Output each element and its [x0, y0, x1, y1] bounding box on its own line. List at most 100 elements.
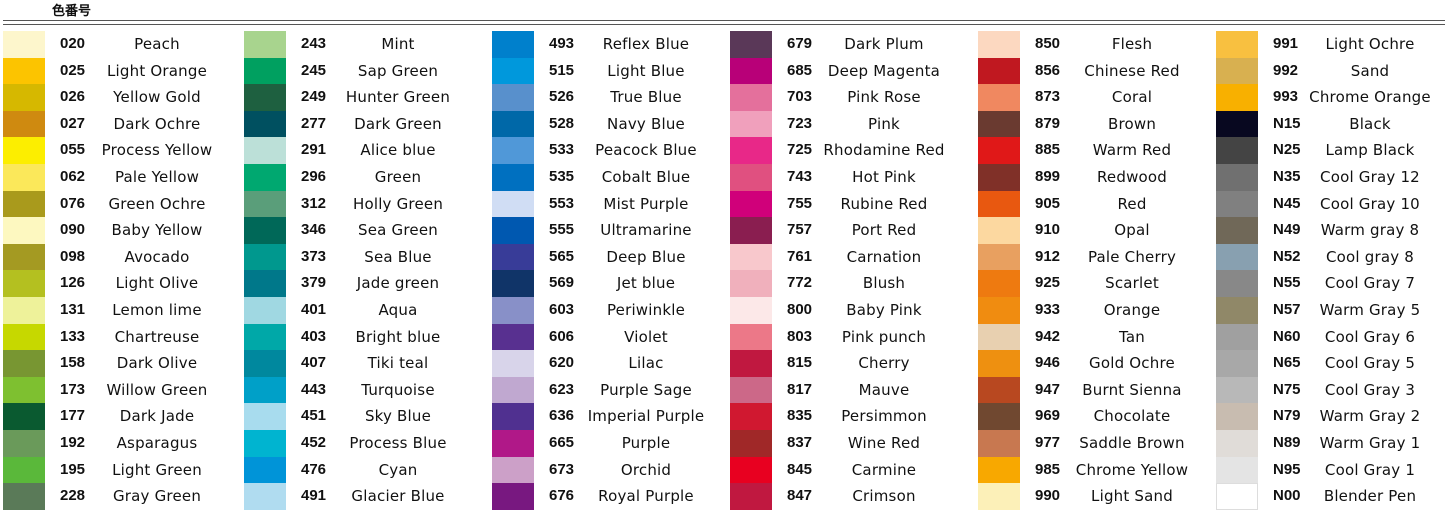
color-name: Orange — [1103, 300, 1161, 319]
color-name: Glacier Blue — [351, 487, 445, 506]
color-swatch — [730, 110, 772, 138]
color-row: N45 Cool Gray 10 — [1213, 190, 1445, 218]
color-code: 312 — [301, 194, 327, 212]
color-name: Peach — [134, 35, 180, 53]
color-row: 723 Pink — [727, 110, 968, 138]
color-row: N49 Warm gray 8 — [1213, 217, 1445, 244]
color-name: Pink Rose — [847, 88, 921, 107]
color-code: 515 — [549, 61, 575, 79]
color-name: Light Orange — [106, 61, 208, 80]
color-row: 942 Tan — [975, 323, 1216, 351]
color-code: 443 — [301, 380, 327, 398]
color-row: 743 Hot Pink — [727, 163, 968, 191]
color-swatch — [244, 296, 286, 324]
color-swatch — [3, 57, 45, 85]
color-code: N65 — [1273, 354, 1301, 372]
color-code: 126 — [60, 274, 86, 292]
color-swatch — [244, 57, 286, 85]
color-swatch — [978, 84, 1020, 111]
color-row: 277 Dark Green — [241, 110, 482, 138]
color-name: Dark Olive — [116, 354, 198, 373]
color-row: 815 Cherry — [727, 350, 968, 377]
color-name: Blush — [862, 274, 906, 293]
color-row: 910 Opal — [975, 217, 1216, 244]
color-row: 993 Chrome Orange — [1213, 84, 1445, 111]
color-row: 555 Ultramarine — [489, 217, 730, 244]
color-swatch — [978, 296, 1020, 324]
color-row: 899 Redwood — [975, 163, 1216, 191]
color-name: Jade green — [356, 274, 440, 293]
color-column: 991 Light Ochre 992 Sand 993 Chrome Orange N15… — [1213, 31, 1445, 510]
color-row: 373 Sea Blue — [241, 243, 482, 271]
color-code: 491 — [301, 487, 327, 505]
color-swatch — [3, 483, 45, 510]
color-swatch — [244, 403, 286, 430]
color-row: 126 Light Olive — [0, 270, 241, 297]
color-code: 553 — [549, 194, 575, 212]
color-name: Flesh — [1111, 35, 1153, 53]
color-swatch — [978, 323, 1020, 351]
color-row: N65 Cool Gray 5 — [1213, 350, 1445, 377]
color-row: 933 Orange — [975, 296, 1216, 324]
header-divider — [3, 20, 1445, 25]
color-name: Burnt Sienna — [1082, 380, 1182, 399]
color-row: 817 Mauve — [727, 376, 968, 404]
color-swatch — [244, 110, 286, 138]
color-code: 451 — [301, 407, 327, 425]
color-swatch — [730, 31, 772, 58]
color-code: 277 — [301, 114, 327, 132]
color-row: 803 Pink punch — [727, 323, 968, 351]
color-row: 443 Turquoise — [241, 376, 482, 404]
color-row: 757 Port Red — [727, 217, 968, 244]
color-swatch — [978, 163, 1020, 191]
color-code: 098 — [60, 247, 86, 265]
color-row: 761 Carnation — [727, 243, 968, 271]
color-swatch — [3, 163, 45, 191]
color-swatch — [244, 429, 286, 457]
color-code: 620 — [549, 354, 575, 372]
color-row: 905 Red — [975, 190, 1216, 218]
color-name: Process Blue — [349, 433, 447, 452]
color-name: Light Olive — [115, 274, 199, 293]
color-code: 910 — [1035, 221, 1061, 239]
color-code: 905 — [1035, 194, 1061, 212]
color-swatch — [3, 243, 45, 271]
color-swatch — [492, 270, 534, 297]
color-swatch — [3, 323, 45, 351]
color-code: 062 — [60, 167, 86, 185]
color-code: 379 — [301, 274, 327, 292]
color-name: Royal Purple — [598, 487, 694, 506]
color-name: Mist Purple — [603, 194, 689, 213]
color-code: 685 — [787, 61, 813, 79]
color-code: N75 — [1273, 380, 1301, 398]
color-swatch — [492, 163, 534, 191]
color-code: 291 — [301, 141, 327, 159]
color-name: Violet — [624, 327, 668, 346]
color-code: 947 — [1035, 380, 1061, 398]
color-swatch — [1216, 137, 1258, 164]
color-swatch — [3, 217, 45, 244]
color-name: Chinese Red — [1084, 61, 1180, 80]
color-code: 743 — [787, 167, 813, 185]
color-row: 991 Light Ochre — [1213, 31, 1445, 58]
color-swatch — [492, 456, 534, 484]
color-swatch — [978, 57, 1020, 85]
color-name: Port Red — [851, 221, 917, 240]
color-row: 873 Coral — [975, 84, 1216, 111]
color-swatch — [978, 217, 1020, 244]
color-code: 850 — [1035, 35, 1061, 52]
color-swatch — [244, 456, 286, 484]
color-code: 755 — [787, 194, 813, 212]
color-row: 055 Process Yellow — [0, 137, 241, 164]
color-swatch — [492, 137, 534, 164]
color-row: 665 Purple — [489, 429, 730, 457]
color-swatch — [730, 403, 772, 430]
color-code: 026 — [60, 88, 86, 106]
color-code: 723 — [787, 114, 813, 132]
color-swatch — [1216, 110, 1258, 138]
color-name: Yellow Gold — [113, 88, 201, 107]
color-swatch — [730, 84, 772, 111]
color-row: 565 Deep Blue — [489, 243, 730, 271]
color-name: Sea Blue — [364, 247, 432, 266]
color-name: Chartreuse — [114, 327, 200, 346]
